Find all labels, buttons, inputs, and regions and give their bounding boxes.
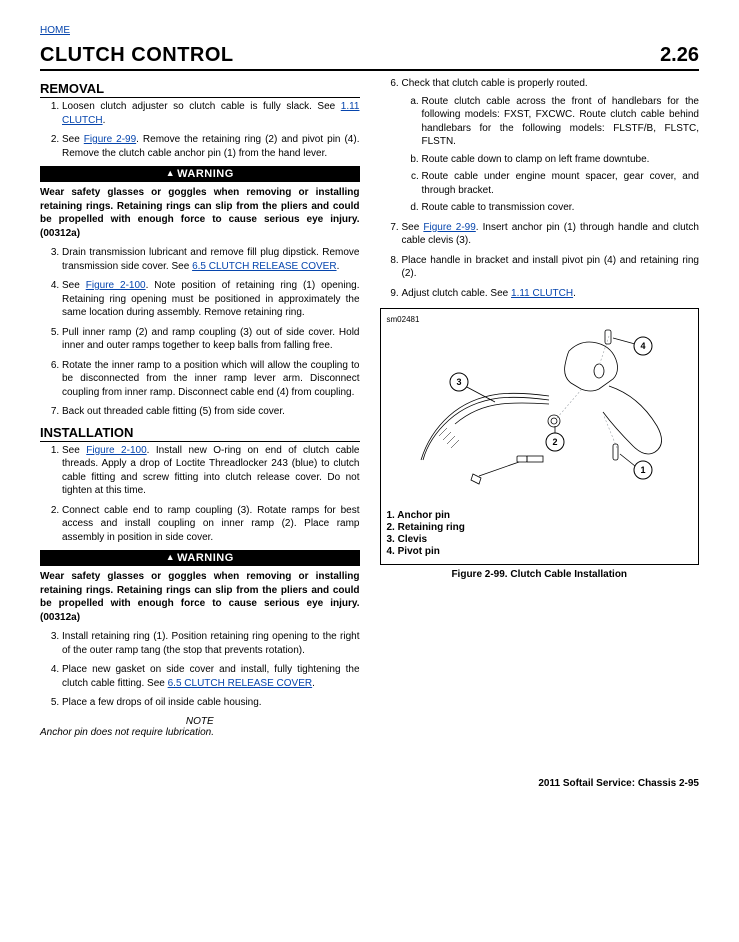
link-release-cover[interactable]: 6.5 CLUTCH RELEASE COVER — [168, 678, 313, 689]
title-row: CLUTCH CONTROL 2.26 — [40, 44, 699, 71]
warning-text: Wear safety glasses or goggles when remo… — [40, 570, 360, 624]
figure-id: sm02481 — [387, 315, 693, 324]
clutch-cable-diagram: 3 4 2 1 — [399, 326, 679, 506]
legend-item: 4. Pivot pin — [387, 546, 693, 558]
section-number: 2.26 — [660, 44, 699, 67]
install-step: Connect cable end to ramp coupling (3). … — [62, 504, 360, 545]
step-text: Loosen clutch adjuster so clutch cable i… — [62, 101, 341, 112]
svg-text:3: 3 — [457, 377, 462, 387]
sub-step: Route clutch cable across the front of h… — [422, 95, 700, 149]
install-step: See Figure 2-100. Install new O-ring on … — [62, 444, 360, 498]
step-text: See — [402, 222, 424, 233]
note-label: NOTE — [40, 716, 360, 727]
warning-text: Wear safety glasses or goggles when remo… — [40, 186, 360, 240]
page-title: CLUTCH CONTROL — [40, 44, 234, 67]
link-figure[interactable]: Figure 2-99 — [423, 222, 475, 233]
page: HOME CLUTCH CONTROL 2.26 REMOVAL Loosen … — [0, 0, 739, 819]
legend-item: 1. Anchor pin — [387, 510, 693, 522]
step-text: Adjust clutch cable. See — [402, 288, 512, 299]
right-step: Check that clutch cable is properly rout… — [402, 77, 700, 215]
link-clutch[interactable]: 1.11 CLUTCH — [511, 288, 573, 299]
install-step: Place new gasket on side cover and insta… — [62, 663, 360, 690]
right-step: Place handle in bracket and install pivo… — [402, 254, 700, 281]
removal-step: See Figure 2-99. Remove the retaining ri… — [62, 133, 360, 160]
note-text: Anchor pin does not require lubrication. — [40, 727, 360, 738]
removal-step: Rotate the inner ramp to a position whic… — [62, 359, 360, 400]
right-list: Check that clutch cable is properly rout… — [380, 77, 700, 300]
install-list-cont: Install retaining ring (1). Position ret… — [40, 630, 360, 710]
step-text: Check that clutch cable is properly rout… — [402, 78, 588, 89]
link-figure[interactable]: Figure 2-100 — [86, 280, 146, 291]
sub-list: Route clutch cable across the front of h… — [402, 95, 700, 215]
install-step: Place a few drops of oil inside cable ho… — [62, 696, 360, 710]
step-text: . — [573, 288, 576, 299]
sub-step: Route cable to transmission cover. — [422, 201, 700, 215]
removal-step: Pull inner ramp (2) and ramp coupling (3… — [62, 326, 360, 353]
right-step: See Figure 2-99. Insert anchor pin (1) t… — [402, 221, 700, 248]
warning-bar: WARNING — [40, 166, 360, 182]
step-text: See — [62, 445, 86, 456]
right-step: Adjust clutch cable. See 1.11 CLUTCH. — [402, 287, 700, 301]
content-columns: REMOVAL Loosen clutch adjuster so clutch… — [40, 75, 699, 738]
link-release-cover[interactable]: 6.5 CLUTCH RELEASE COVER — [192, 261, 337, 272]
page-footer: 2011 Softail Service: Chassis 2-95 — [40, 778, 699, 789]
svg-text:2: 2 — [553, 437, 558, 447]
figure-box: sm02481 — [380, 308, 700, 565]
removal-heading: REMOVAL — [40, 81, 360, 98]
right-column: Check that clutch cable is properly rout… — [380, 75, 700, 738]
step-text: . — [312, 678, 315, 689]
svg-text:4: 4 — [641, 341, 646, 351]
step-text: . — [337, 261, 340, 272]
legend-item: 3. Clevis — [387, 534, 693, 546]
removal-step: See Figure 2-100. Note position of retai… — [62, 279, 360, 320]
link-figure[interactable]: Figure 2-100 — [86, 445, 146, 456]
svg-text:1: 1 — [641, 465, 646, 475]
removal-step: Back out threaded cable fitting (5) from… — [62, 405, 360, 419]
install-list: See Figure 2-100. Install new O-ring on … — [40, 444, 360, 545]
step-text: See — [62, 280, 86, 291]
installation-heading: INSTALLATION — [40, 425, 360, 442]
sub-step: Route cable down to clamp on left frame … — [422, 153, 700, 167]
sub-step: Route cable under engine mount spacer, g… — [422, 170, 700, 197]
removal-list-cont: Drain transmission lubricant and remove … — [40, 246, 360, 419]
figure-caption: Figure 2-99. Clutch Cable Installation — [380, 569, 700, 580]
home-link[interactable]: HOME — [40, 25, 70, 36]
removal-step: Drain transmission lubricant and remove … — [62, 246, 360, 273]
warning-bar: WARNING — [40, 550, 360, 566]
step-text: See — [62, 134, 84, 145]
link-figure[interactable]: Figure 2-99 — [84, 134, 136, 145]
figure-legend: 1. Anchor pin 2. Retaining ring 3. Clevi… — [387, 510, 693, 558]
install-step: Install retaining ring (1). Position ret… — [62, 630, 360, 657]
left-column: REMOVAL Loosen clutch adjuster so clutch… — [40, 75, 360, 738]
removal-step: Loosen clutch adjuster so clutch cable i… — [62, 100, 360, 127]
legend-item: 2. Retaining ring — [387, 522, 693, 534]
step-text: . — [103, 115, 106, 126]
removal-list: Loosen clutch adjuster so clutch cable i… — [40, 100, 360, 160]
